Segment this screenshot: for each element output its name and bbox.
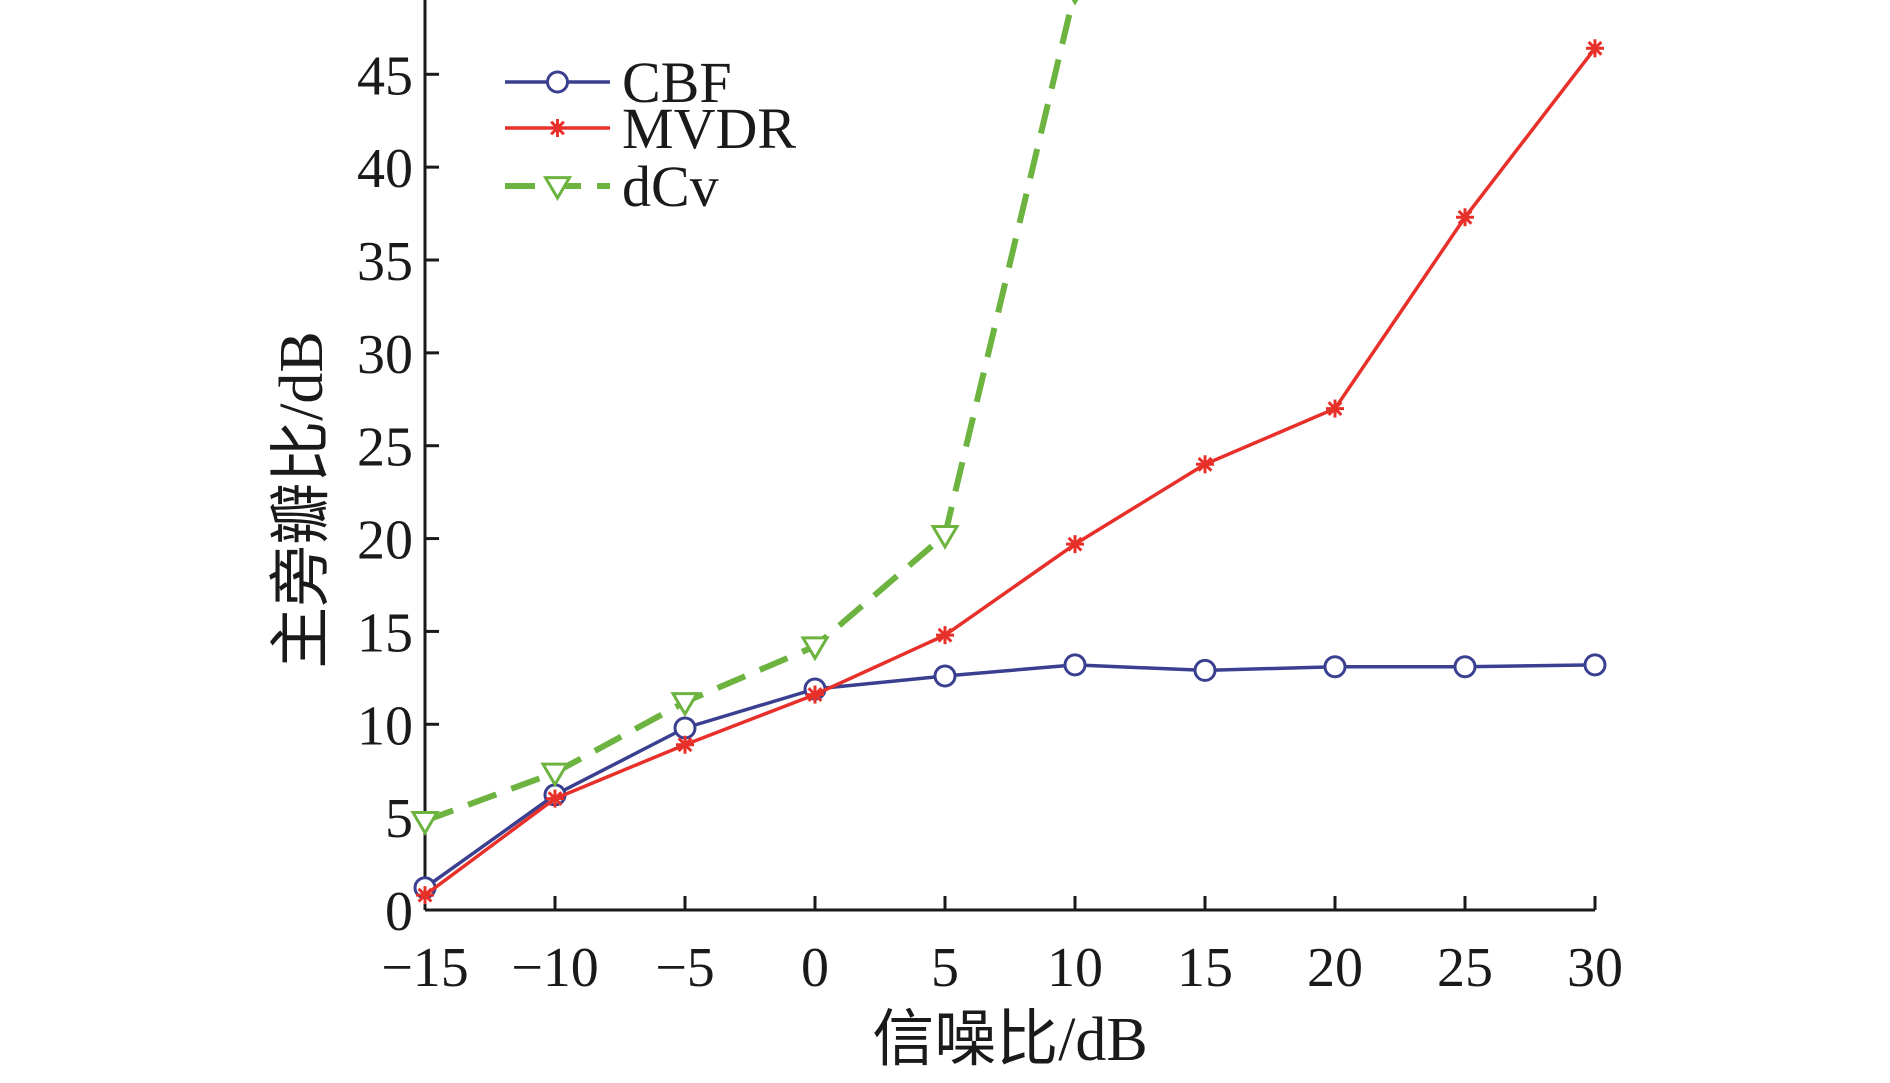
x-tick-label: 0 [801, 937, 829, 999]
data-point-mvdr [1196, 455, 1214, 474]
y-tick-label: 40 [357, 138, 413, 200]
x-tick-label: 15 [1177, 937, 1233, 999]
data-point-cbf [933, 664, 957, 688]
data-point-dcv [800, 636, 830, 662]
series-line-dcv [423, 0, 1076, 824]
x-tick-label: 30 [1567, 937, 1623, 999]
data-point-mvdr [546, 789, 564, 808]
x-tick-label: 20 [1307, 937, 1363, 999]
data-point-mvdr [1456, 208, 1474, 227]
y-axis-ticks: 0 5 10 15 20 25 30 35 40 45 [357, 45, 439, 943]
data-point-dcv [540, 762, 570, 788]
x-axis-ticks: −15 −10 −5 0 5 10 15 20 25 30 [381, 896, 1623, 999]
data-point-cbf [1583, 653, 1607, 677]
axes [423, 0, 1595, 912]
y-tick-label: 0 [385, 881, 413, 943]
legend-label-dcv: dCv [622, 154, 719, 219]
data-point-dcv [930, 524, 960, 550]
data-point-mvdr [806, 685, 824, 704]
data-point-mvdr [1066, 535, 1084, 554]
data-point-mvdr [936, 626, 954, 645]
x-tick-label: 10 [1047, 937, 1103, 999]
legend-label-mvdr: MVDR [622, 96, 796, 161]
data-point-mvdr [1326, 399, 1344, 418]
series-layer [410, 0, 1607, 905]
series-dcv [410, 0, 1079, 836]
x-tick-label: −15 [381, 937, 469, 999]
legend-item-cbf: CBF [505, 50, 732, 115]
data-point-mvdr [416, 886, 434, 905]
series-mvdr [416, 39, 1604, 905]
legend-marker-dcv [542, 176, 573, 201]
legend-marker-cbf [546, 70, 569, 94]
y-tick-label: 20 [357, 510, 413, 572]
data-point-mvdr [676, 735, 694, 754]
legend-marker-mvdr [548, 119, 567, 137]
y-tick-label: 30 [357, 324, 413, 386]
series-line-cbf [423, 663, 1596, 890]
data-point-cbf [1193, 658, 1217, 682]
x-tick-label: 5 [931, 937, 959, 999]
series-line-mvdr [423, 47, 1597, 897]
series-cbf [413, 653, 1607, 900]
x-tick-label: −10 [511, 937, 599, 999]
legend-item-dcv: dCv [505, 154, 719, 219]
data-point-cbf [1063, 653, 1087, 677]
x-axis-title: 信噪比/dB [872, 1006, 1148, 1074]
legend-item-mvdr: MVDR [505, 96, 796, 161]
data-point-mvdr [1586, 39, 1604, 58]
y-tick-label: 5 [385, 788, 413, 850]
data-point-cbf [1323, 655, 1347, 679]
data-point-dcv [670, 692, 700, 717]
x-tick-label: −5 [655, 937, 715, 999]
data-point-cbf [673, 716, 697, 740]
y-axis-title: 主旁瓣比/dB [268, 331, 336, 669]
data-point-dcv [410, 810, 440, 836]
data-point-dcv [1071, 0, 1079, 6]
y-tick-label: 45 [357, 45, 413, 107]
legend-label-cbf: CBF [622, 50, 732, 115]
y-tick-label: 35 [357, 231, 413, 293]
x-tick-label: 25 [1437, 937, 1493, 999]
data-point-cbf [1453, 655, 1477, 679]
y-tick-label: 10 [357, 695, 413, 757]
y-tick-label: 15 [357, 602, 413, 664]
y-tick-label: 25 [357, 417, 413, 479]
